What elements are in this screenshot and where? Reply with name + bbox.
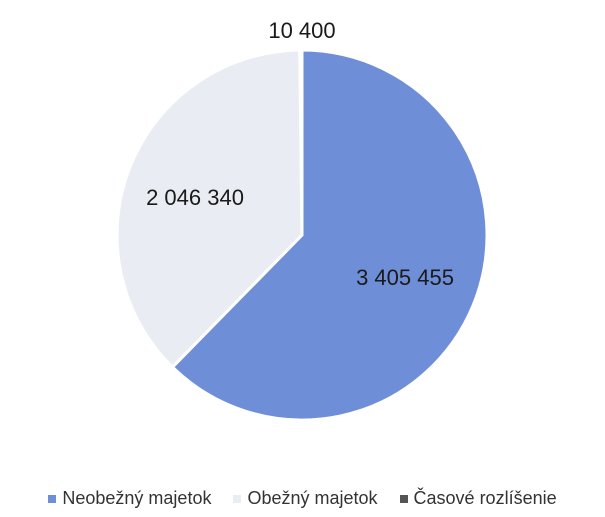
legend-item-obezny-majetok: Obežný majetok [233,488,377,509]
legend: Neobežný majetok Obežný majetok Časové r… [0,488,605,509]
legend-item-neobezny-majetok: Neobežný majetok [48,488,211,509]
legend-label: Obežný majetok [247,488,377,509]
data-label-obezny-majetok: 2 046 340 [146,185,244,210]
legend-swatch [400,495,408,503]
legend-item-casove-rozlisenie: Časové rozlíšenie [400,488,557,509]
legend-label: Časové rozlíšenie [414,488,557,509]
legend-swatch [48,495,56,503]
pie-chart: 3 405 455 2 046 340 10 400 [0,0,605,470]
legend-swatch [233,495,241,503]
data-label-neobezny-majetok: 3 405 455 [356,265,454,290]
legend-label: Neobežný majetok [62,488,211,509]
data-label-casove-rozlisenie: 10 400 [268,18,335,43]
